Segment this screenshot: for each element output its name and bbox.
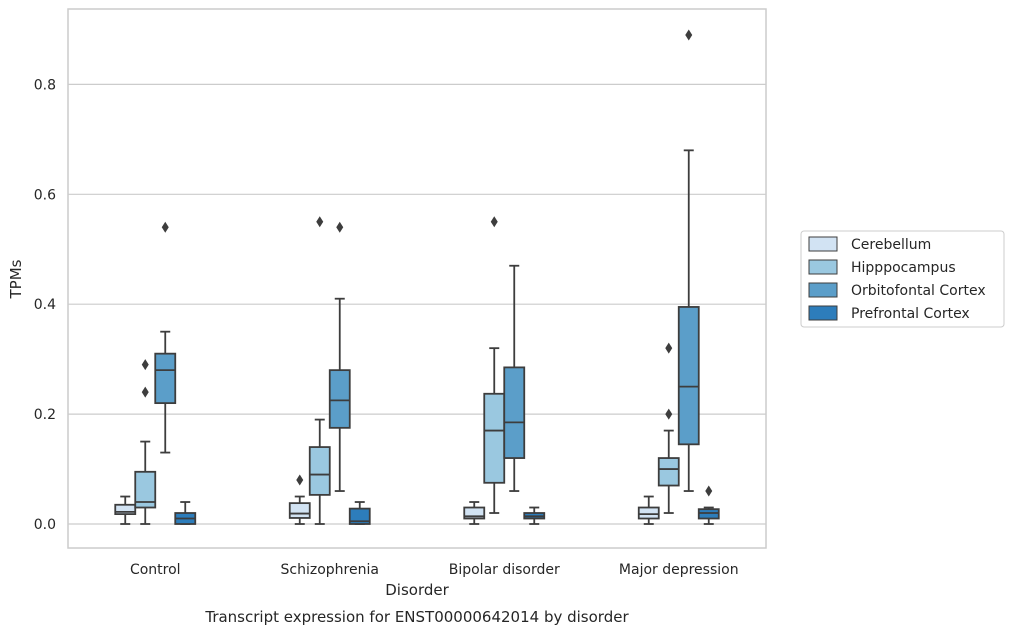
boxes: [114, 29, 720, 525]
iqr-box: [637, 506, 660, 520]
legend-swatch: [808, 259, 838, 275]
iqr-box: [288, 502, 311, 519]
box-cerebellum: [463, 501, 486, 525]
box-prefrontal-cortex: [174, 501, 197, 525]
box-cerebellum: [114, 495, 137, 525]
box-orbitofontal-cortex: [154, 221, 177, 454]
y-tick-label: 0.4: [34, 297, 56, 313]
chart-caption: Transcript expression for ENST0000064201…: [204, 608, 629, 626]
outlier-point: [141, 386, 149, 398]
iqr-box: [463, 506, 486, 520]
legend-frame: [800, 230, 1005, 328]
y-tick-label: 0.8: [34, 77, 56, 93]
iqr-box: [308, 446, 331, 496]
legend: Cerebellum Hipppocampus Orbitofontal Corte…: [800, 230, 1005, 328]
box-orbitofontal-cortex: [328, 221, 351, 492]
x-axis-label: Disorder: [385, 581, 449, 599]
outlier-point: [336, 221, 344, 233]
box-prefrontal-cortex: [697, 485, 720, 525]
box-prefrontal-cortex: [523, 506, 546, 525]
box-cerebellum: [637, 495, 660, 525]
iqr-box: [134, 470, 157, 509]
x-tick-label: Schizophrenia: [281, 562, 379, 578]
plot-frame: [67, 8, 767, 549]
iqr-box: [114, 503, 137, 516]
iqr-box: [348, 507, 371, 525]
outlier-point: [316, 216, 324, 228]
box-orbitofontal-cortex: [503, 264, 526, 492]
y-tick-label: 0.0: [34, 517, 56, 533]
y-axis-label: TPMs: [7, 259, 25, 299]
box-prefrontal-cortex: [348, 501, 371, 525]
legend-swatch: [808, 305, 838, 321]
legend-label: Orbitofontal Cortex: [851, 283, 986, 299]
iqr-box: [154, 352, 177, 405]
outlier-point: [296, 474, 304, 486]
x-tick-label: Bipolar disorder: [449, 562, 560, 578]
outlier-point: [141, 359, 149, 371]
x-tick-labels: Control Schizophrenia Bipolar disorder Majo…: [130, 562, 739, 578]
iqr-box: [503, 366, 526, 459]
outlier-point: [665, 408, 673, 420]
box-hipppocampus: [483, 216, 506, 514]
y-tick-label: 0.2: [34, 407, 56, 423]
legend-swatch: [808, 236, 838, 252]
box-hipppocampus: [308, 216, 331, 525]
legend-label: Prefrontal Cortex: [851, 306, 970, 322]
y-tick-label: 0.6: [34, 187, 56, 203]
box-cerebellum: [288, 474, 311, 525]
box-hipppocampus: [134, 359, 157, 525]
y-tick-labels: 0.0 0.2 0.4 0.6 0.8: [34, 77, 56, 533]
x-tick-label: Major depression: [619, 562, 739, 578]
iqr-box: [657, 457, 680, 487]
iqr-box: [483, 392, 506, 484]
outlier-point: [665, 342, 673, 354]
iqr-box: [677, 306, 700, 446]
box-orbitofontal-cortex: [677, 29, 700, 492]
x-tick-label: Control: [130, 562, 181, 578]
outlier-point: [685, 29, 693, 41]
outlier-point: [705, 485, 713, 497]
legend-swatch: [808, 282, 838, 298]
box-hipppocampus: [657, 342, 680, 514]
legend-label: Cerebellum: [851, 237, 931, 253]
outlier-point: [161, 221, 169, 233]
legend-label: Hipppocampus: [851, 260, 956, 276]
iqr-box: [328, 369, 351, 429]
outlier-point: [490, 216, 498, 228]
